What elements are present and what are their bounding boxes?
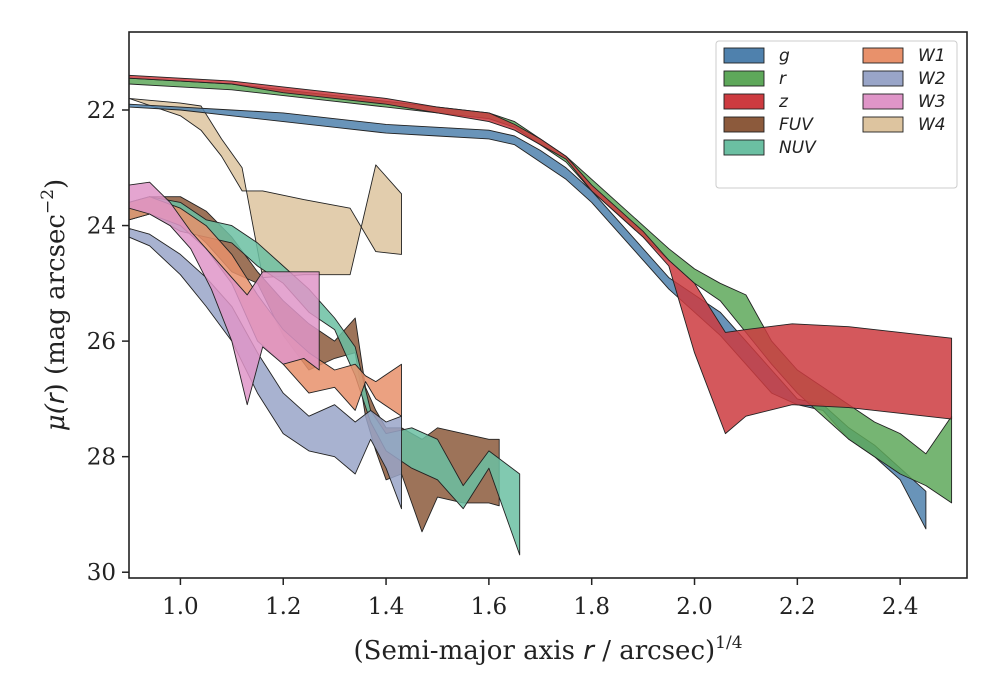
legend-item-g: g (723, 46, 790, 66)
legend-item-w2: W2 (862, 69, 946, 89)
x-tick-label: 2.2 (779, 594, 816, 620)
legend-label: r (779, 69, 787, 89)
y-axis-title: μ(r) (mag arcsec−2) (38, 179, 71, 431)
y-tick-label: 30 (87, 560, 116, 586)
legend-label: NUV (779, 138, 817, 158)
x-tick-label: 1.0 (162, 594, 199, 620)
legend-label: W4 (918, 115, 946, 135)
legend-swatch (723, 47, 765, 64)
legend-swatch (862, 47, 904, 64)
y-tick-label: 22 (87, 98, 116, 124)
legend-swatch (862, 93, 904, 110)
x-tick-label: 2.4 (882, 594, 919, 620)
legend-label: FUV (779, 115, 814, 135)
band-nuv (129, 196, 521, 556)
band-z (129, 74, 953, 435)
legend-swatch (723, 139, 765, 156)
x-tick-label: 1.4 (368, 594, 405, 620)
legend-item-w3: W3 (862, 92, 946, 112)
legend: grz FUV NUV W1 W2 W3 W4 (715, 40, 958, 189)
x-tick-label: 2.0 (676, 594, 713, 620)
legend-label: W1 (918, 46, 946, 66)
x-tick-label: 1.8 (573, 594, 610, 620)
legend-item-w1: W1 (862, 46, 946, 66)
legend-swatch (862, 70, 904, 87)
legend-label: z (778, 92, 789, 112)
legend-item-z: z (723, 92, 789, 112)
band-w3 (129, 181, 320, 406)
bands-layer (129, 74, 953, 556)
legend-swatch (723, 116, 765, 133)
y-tick-label: 28 (87, 445, 116, 471)
legend-swatch (723, 70, 765, 87)
legend-label: W3 (918, 92, 946, 112)
y-tick-label: 24 (87, 214, 116, 240)
legend-item-fuv: FUV (723, 115, 814, 135)
legend-swatch (723, 93, 765, 110)
legend-item-r: r (723, 69, 787, 89)
plot-frame (128, 31, 968, 579)
band-g (129, 103, 927, 530)
legend-label: W2 (918, 69, 946, 89)
legend-label: g (779, 46, 790, 66)
axes-layer: 1.0 1.2 1.4 1.6 1.8 2.0 2.2 2.4 22 24 26 28 30 (87, 31, 968, 620)
band-w4 (129, 97, 402, 279)
x-axis-title: (Semi-major axis r / arcsec)1/4 (353, 633, 742, 666)
legend-swatch (862, 116, 904, 133)
x-tick-label: 1.2 (265, 594, 302, 620)
x-tick-label: 1.6 (471, 594, 508, 620)
y-tick-label: 26 (87, 329, 116, 355)
legend-item-nuv: NUV (723, 138, 817, 158)
legend-item-w4: W4 (862, 115, 946, 135)
